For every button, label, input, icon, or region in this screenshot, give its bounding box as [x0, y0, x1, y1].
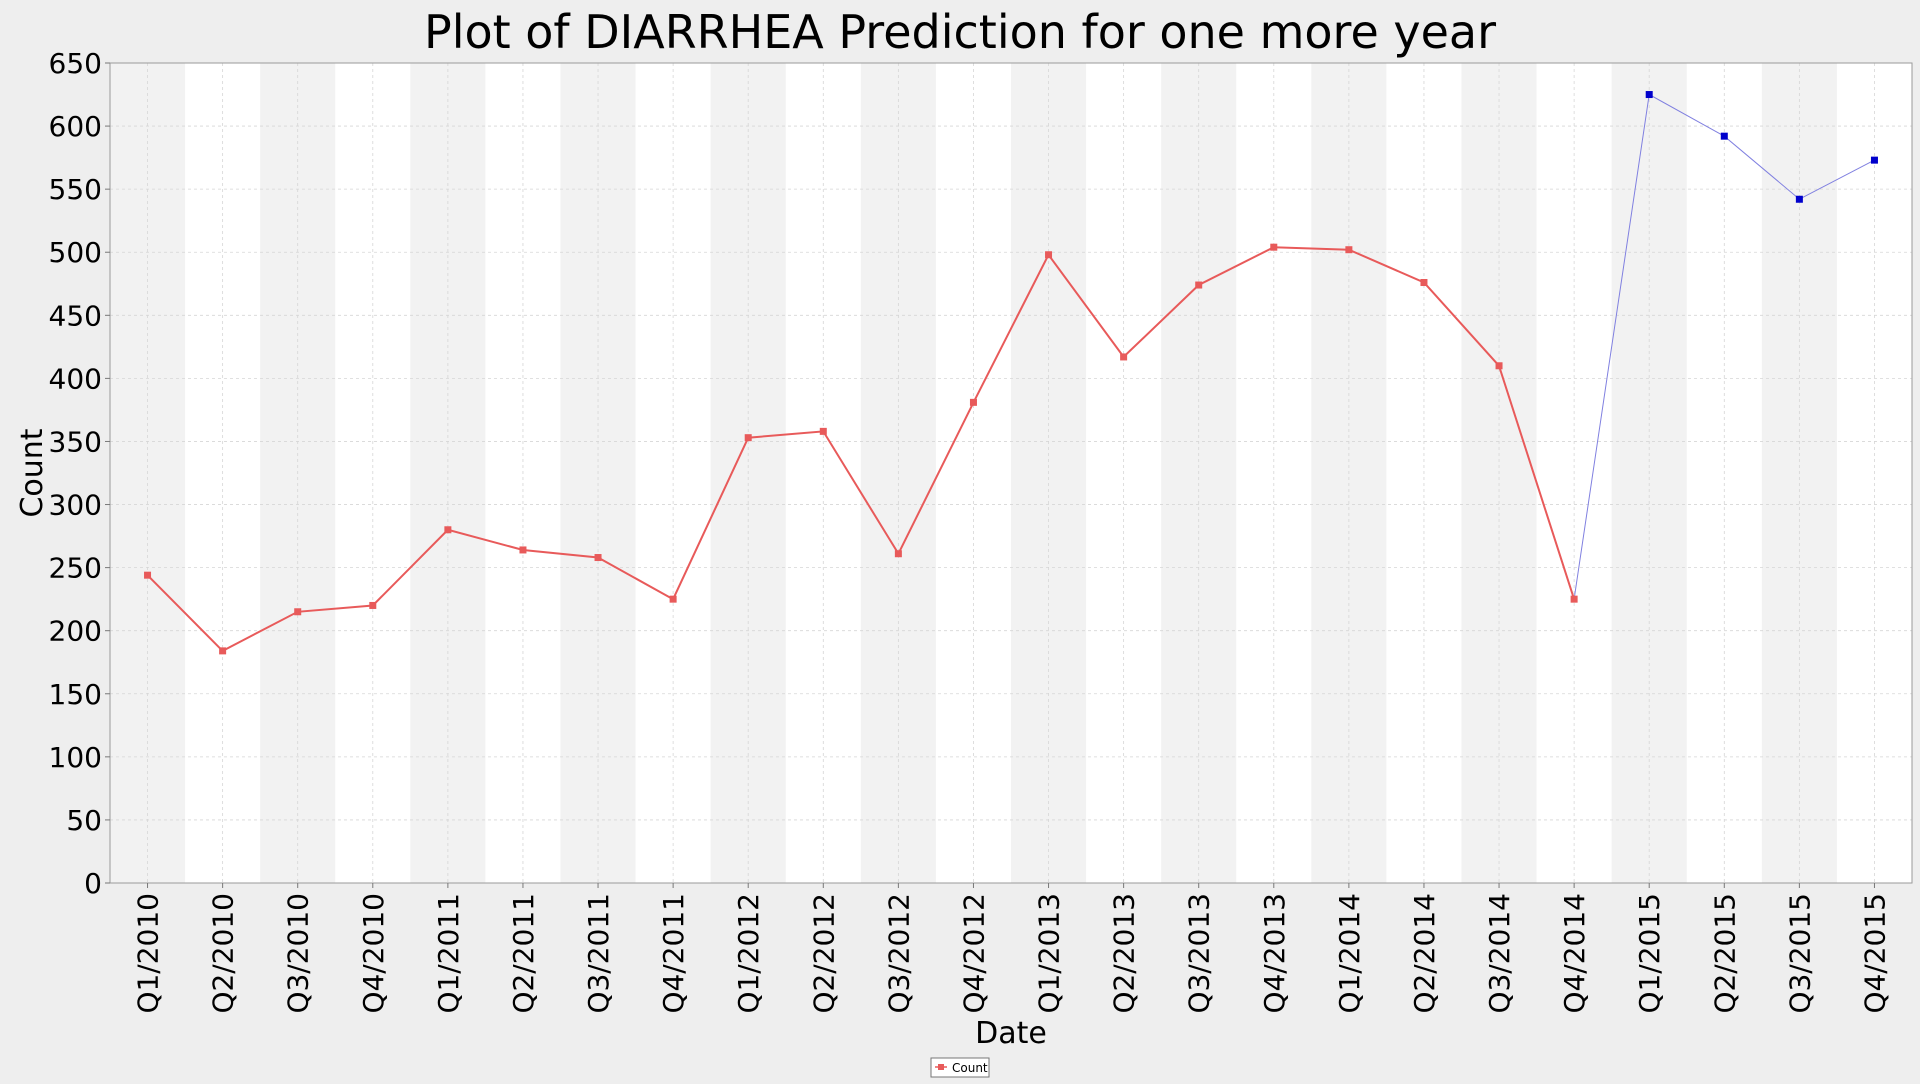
data-point — [819, 427, 827, 435]
data-point — [594, 554, 602, 562]
x-tick-label: Q2/2013 — [1108, 893, 1141, 1014]
x-tick-label: Q2/2015 — [1708, 893, 1741, 1014]
x-tick-label: Q3/2012 — [882, 893, 915, 1014]
y-tick-label: 300 — [49, 489, 102, 522]
x-tick-label: Q4/2014 — [1558, 893, 1591, 1014]
chart-title: Plot of DIARRHEA Prediction for one more… — [424, 5, 1496, 59]
x-tick-label: Q1/2011 — [432, 893, 465, 1014]
legend-box — [930, 1057, 990, 1078]
data-point — [894, 550, 902, 558]
y-axis-label: Count — [15, 428, 50, 517]
data-point — [1870, 156, 1878, 164]
y-axis: 0 50 100 150 200 250 300 350 400 450 500 550 600 650 — [49, 47, 110, 900]
x-tick-label: Q3/2015 — [1783, 893, 1816, 1014]
y-tick-label: 0 — [84, 867, 102, 900]
x-tick-label: Q1/2010 — [132, 893, 165, 1014]
data-point — [1195, 281, 1203, 289]
data-point — [1570, 595, 1578, 603]
y-tick-label: 550 — [49, 173, 102, 206]
data-point — [144, 571, 152, 579]
x-axis: Q1/2010 Q2/2010 Q3/2010 Q4/2010 Q1/2011 Q2/20… — [132, 883, 1891, 1014]
x-axis-label: Date — [975, 1016, 1047, 1051]
x-tick-label: Q4/2013 — [1258, 893, 1291, 1014]
plot-border — [109, 62, 1913, 884]
data-point — [1270, 243, 1278, 251]
data-point — [444, 526, 452, 534]
series-line — [146, 246, 1576, 653]
data-point — [1795, 195, 1803, 203]
y-tick-label: 350 — [49, 425, 102, 458]
x-tick-label: Q1/2015 — [1633, 893, 1666, 1014]
data-point — [1045, 251, 1053, 259]
legend-marker — [938, 1064, 944, 1070]
x-tick-label: Q3/2011 — [582, 893, 615, 1014]
x-tick-label: Q3/2010 — [282, 893, 315, 1014]
x-tick-label: Q3/2014 — [1483, 893, 1516, 1014]
x-tick-label: Q1/2013 — [1033, 893, 1066, 1014]
data-point — [294, 608, 302, 616]
y-tick-label: 200 — [49, 615, 102, 648]
data-point — [1420, 279, 1428, 287]
series-markers — [144, 91, 1878, 655]
x-tick-label: Q4/2011 — [657, 893, 690, 1014]
x-tick-label: Q2/2010 — [207, 893, 240, 1014]
gridlines — [110, 62, 1912, 884]
y-tick-label: 150 — [49, 678, 102, 711]
x-tick-label: Q1/2014 — [1333, 893, 1366, 1014]
data-point — [744, 434, 752, 442]
y-tick-label: 600 — [49, 110, 102, 143]
data-point — [1345, 246, 1353, 254]
x-tick-label: Q3/2013 — [1183, 893, 1216, 1014]
y-tick-label: 450 — [49, 299, 102, 332]
x-tick-label: Q1/2012 — [732, 893, 765, 1014]
y-tick-label: 400 — [49, 362, 102, 395]
x-tick-label: Q2/2011 — [507, 893, 540, 1014]
x-tick-label: Q4/2015 — [1858, 893, 1891, 1014]
data-point — [1720, 132, 1728, 140]
data-point — [519, 546, 527, 554]
x-tick-label: Q4/2012 — [957, 893, 990, 1014]
data-point — [369, 601, 377, 609]
data-point — [1645, 91, 1653, 99]
data-point — [219, 647, 227, 655]
y-tick-label: 50 — [66, 804, 102, 837]
x-tick-label: Q2/2012 — [807, 893, 840, 1014]
data-point — [1495, 362, 1503, 370]
y-tick-label: 500 — [49, 236, 102, 269]
y-tick-label: 100 — [49, 741, 102, 774]
data-point — [669, 595, 677, 603]
data-point — [969, 398, 977, 406]
y-tick-label: 250 — [49, 552, 102, 585]
legend-label: Count — [952, 1061, 988, 1075]
data-point — [1120, 353, 1128, 361]
y-tick-label: 650 — [49, 47, 102, 80]
x-tick-label: Q2/2014 — [1408, 893, 1441, 1014]
legend: Count — [930, 1057, 990, 1078]
x-tick-label: Q4/2010 — [357, 893, 390, 1014]
